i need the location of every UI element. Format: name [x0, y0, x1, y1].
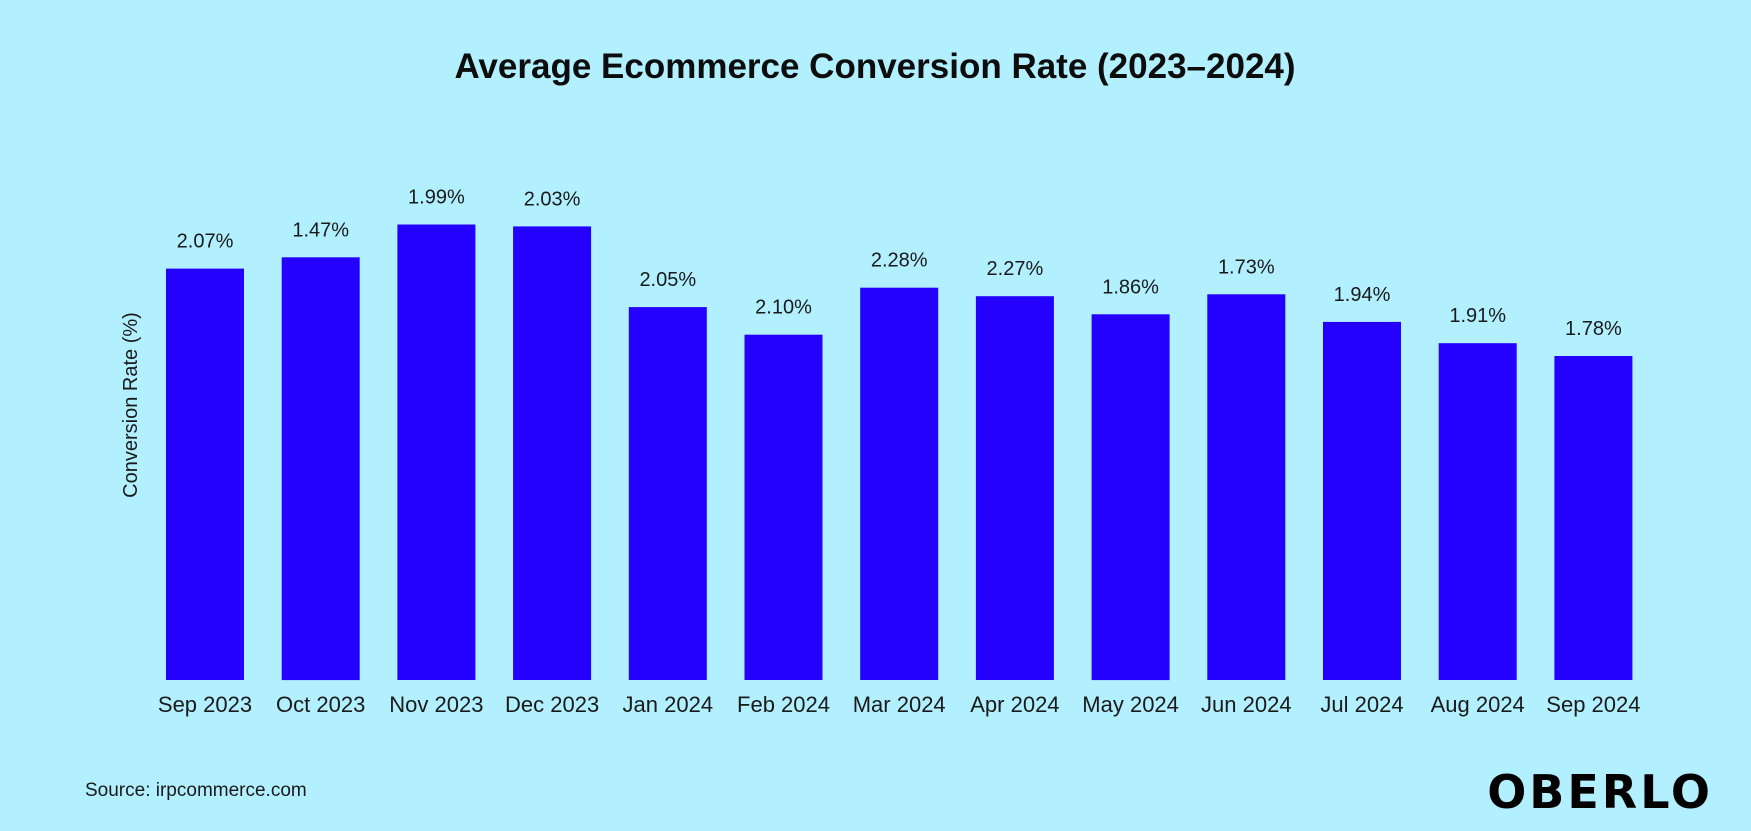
- bar-sep-2024: [1554, 356, 1633, 680]
- x-tick-oct-2023: Oct 2023: [276, 692, 365, 717]
- data-label-oct-2023: 1.47%: [292, 219, 349, 241]
- bar-apr-2024: [975, 296, 1054, 680]
- x-tick-dec-2023: Dec 2023: [505, 692, 599, 717]
- data-labels-group: 2.07% 1.47% 1.99% 2.03% 2.05% 2.10% 2.28% 2.27%…: [177, 187, 1622, 341]
- bar-dec-2023: [513, 226, 592, 680]
- x-tick-apr-2024: Apr 2024: [970, 692, 1059, 717]
- bar-may-2024: [1091, 314, 1170, 681]
- bar-nov-2023: [397, 224, 476, 680]
- x-tick-sep-2024: Sep 2024: [1546, 692, 1640, 717]
- bar-jun-2024: [1207, 294, 1286, 680]
- x-tick-mar-2024: Mar 2024: [853, 692, 946, 717]
- bar-sep-2023: [166, 268, 244, 680]
- data-label-jul-2024: 1.94%: [1334, 284, 1391, 306]
- x-tick-jul-2024: Jul 2024: [1320, 692, 1403, 717]
- data-label-sep-2023: 2.07%: [177, 231, 234, 253]
- x-tick-may-2024: May 2024: [1082, 692, 1179, 717]
- x-tick-jan-2024: Jan 2024: [623, 692, 714, 717]
- bar-jan-2024: [628, 307, 707, 680]
- x-axis-ticks: Sep 2023 Oct 2023 Nov 2023 Dec 2023 Jan 2024…: [158, 692, 1641, 717]
- bar-aug-2024: [1438, 343, 1517, 680]
- data-label-dec-2023: 2.03%: [524, 188, 581, 210]
- data-label-nov-2023: 1.99%: [408, 187, 465, 209]
- oberlo-logo: OBERLO: [1487, 765, 1713, 819]
- data-label-mar-2024: 2.28%: [871, 250, 928, 272]
- x-tick-sep-2023: Sep 2023: [158, 692, 252, 717]
- data-label-sep-2024: 1.78%: [1565, 318, 1622, 340]
- bar-mar-2024: [860, 287, 939, 680]
- y-axis-label: Conversion Rate (%): [120, 312, 142, 498]
- data-label-apr-2024: 2.27%: [987, 258, 1044, 280]
- data-label-may-2024: 1.86%: [1102, 276, 1159, 298]
- x-tick-aug-2024: Aug 2024: [1431, 692, 1525, 717]
- x-tick-jun-2024: Jun 2024: [1201, 692, 1292, 717]
- bar-feb-2024: [744, 334, 823, 680]
- data-label-aug-2024: 1.91%: [1449, 305, 1506, 327]
- x-tick-nov-2023: Nov 2023: [389, 692, 483, 717]
- source-note: Source: irpcommerce.com: [85, 780, 307, 801]
- x-tick-feb-2024: Feb 2024: [737, 692, 830, 717]
- bars-group: [166, 224, 1633, 681]
- bar-oct-2023: [281, 257, 360, 681]
- data-label-jun-2024: 1.73%: [1218, 256, 1275, 278]
- data-label-jan-2024: 2.05%: [639, 269, 696, 291]
- bar-jul-2024: [1323, 321, 1401, 680]
- data-label-feb-2024: 2.10%: [755, 297, 812, 319]
- chart-title: Average Ecommerce Conversion Rate (2023–…: [454, 47, 1295, 86]
